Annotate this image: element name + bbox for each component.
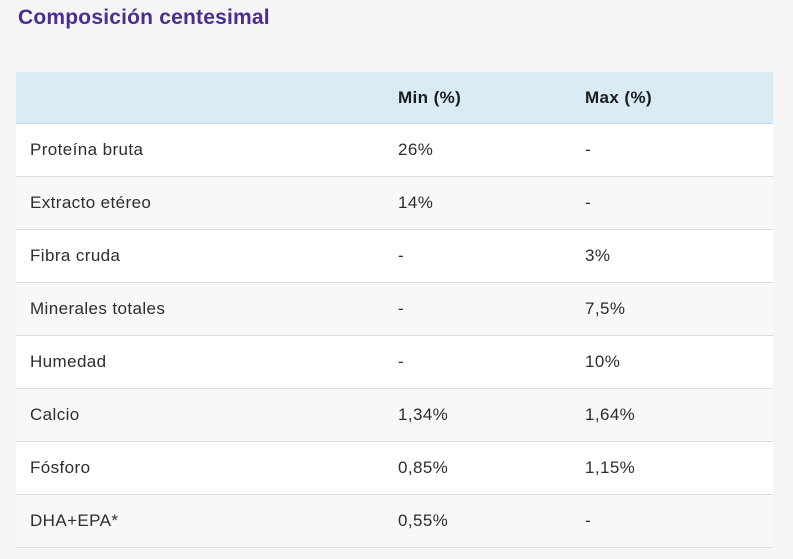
row-label: DHA+EPA* xyxy=(30,511,119,530)
row-min-value: - xyxy=(398,246,405,265)
table-row: Extracto etéreo 14% - xyxy=(16,177,773,230)
row-label: Fibra cruda xyxy=(30,246,121,265)
row-max-value: 1,15% xyxy=(585,458,636,477)
row-max-value: - xyxy=(585,140,592,159)
composition-table: Min (%) Max (%) Proteína bruta 26% - Ext… xyxy=(16,72,773,548)
row-min-value: - xyxy=(398,299,405,318)
row-label: Fósforo xyxy=(30,458,91,477)
header-cell-max: Max (%) xyxy=(585,87,653,107)
row-label: Extracto etéreo xyxy=(30,193,152,212)
page-title: Composición centesimal xyxy=(18,6,270,29)
row-max-value: - xyxy=(585,511,592,530)
row-max-value: 7,5% xyxy=(585,299,626,318)
row-max-value: - xyxy=(585,193,592,212)
table-header-row: Min (%) Max (%) xyxy=(16,72,773,124)
table-row: Proteína bruta 26% - xyxy=(16,124,773,177)
table-row: DHA+EPA* 0,55% - xyxy=(16,495,773,548)
table-row: Calcio 1,34% 1,64% xyxy=(16,389,773,442)
row-max-value: 3% xyxy=(585,246,611,265)
row-max-value: 10% xyxy=(585,352,621,371)
header-cell-min: Min (%) xyxy=(398,87,462,107)
table-row: Fósforo 0,85% 1,15% xyxy=(16,442,773,495)
table-row: Minerales totales - 7,5% xyxy=(16,283,773,336)
row-min-value: 0,85% xyxy=(398,458,449,477)
row-min-value: 26% xyxy=(398,140,434,159)
row-min-value: 14% xyxy=(398,193,434,212)
row-label: Calcio xyxy=(30,405,80,424)
row-min-value: 1,34% xyxy=(398,405,449,424)
row-label: Humedad xyxy=(30,352,107,371)
table-row: Fibra cruda - 3% xyxy=(16,230,773,283)
row-min-value: - xyxy=(398,352,405,371)
row-min-value: 0,55% xyxy=(398,511,449,530)
table-row: Humedad - 10% xyxy=(16,336,773,389)
row-max-value: 1,64% xyxy=(585,405,636,424)
row-label: Proteína bruta xyxy=(30,140,144,159)
row-label: Minerales totales xyxy=(30,299,166,318)
